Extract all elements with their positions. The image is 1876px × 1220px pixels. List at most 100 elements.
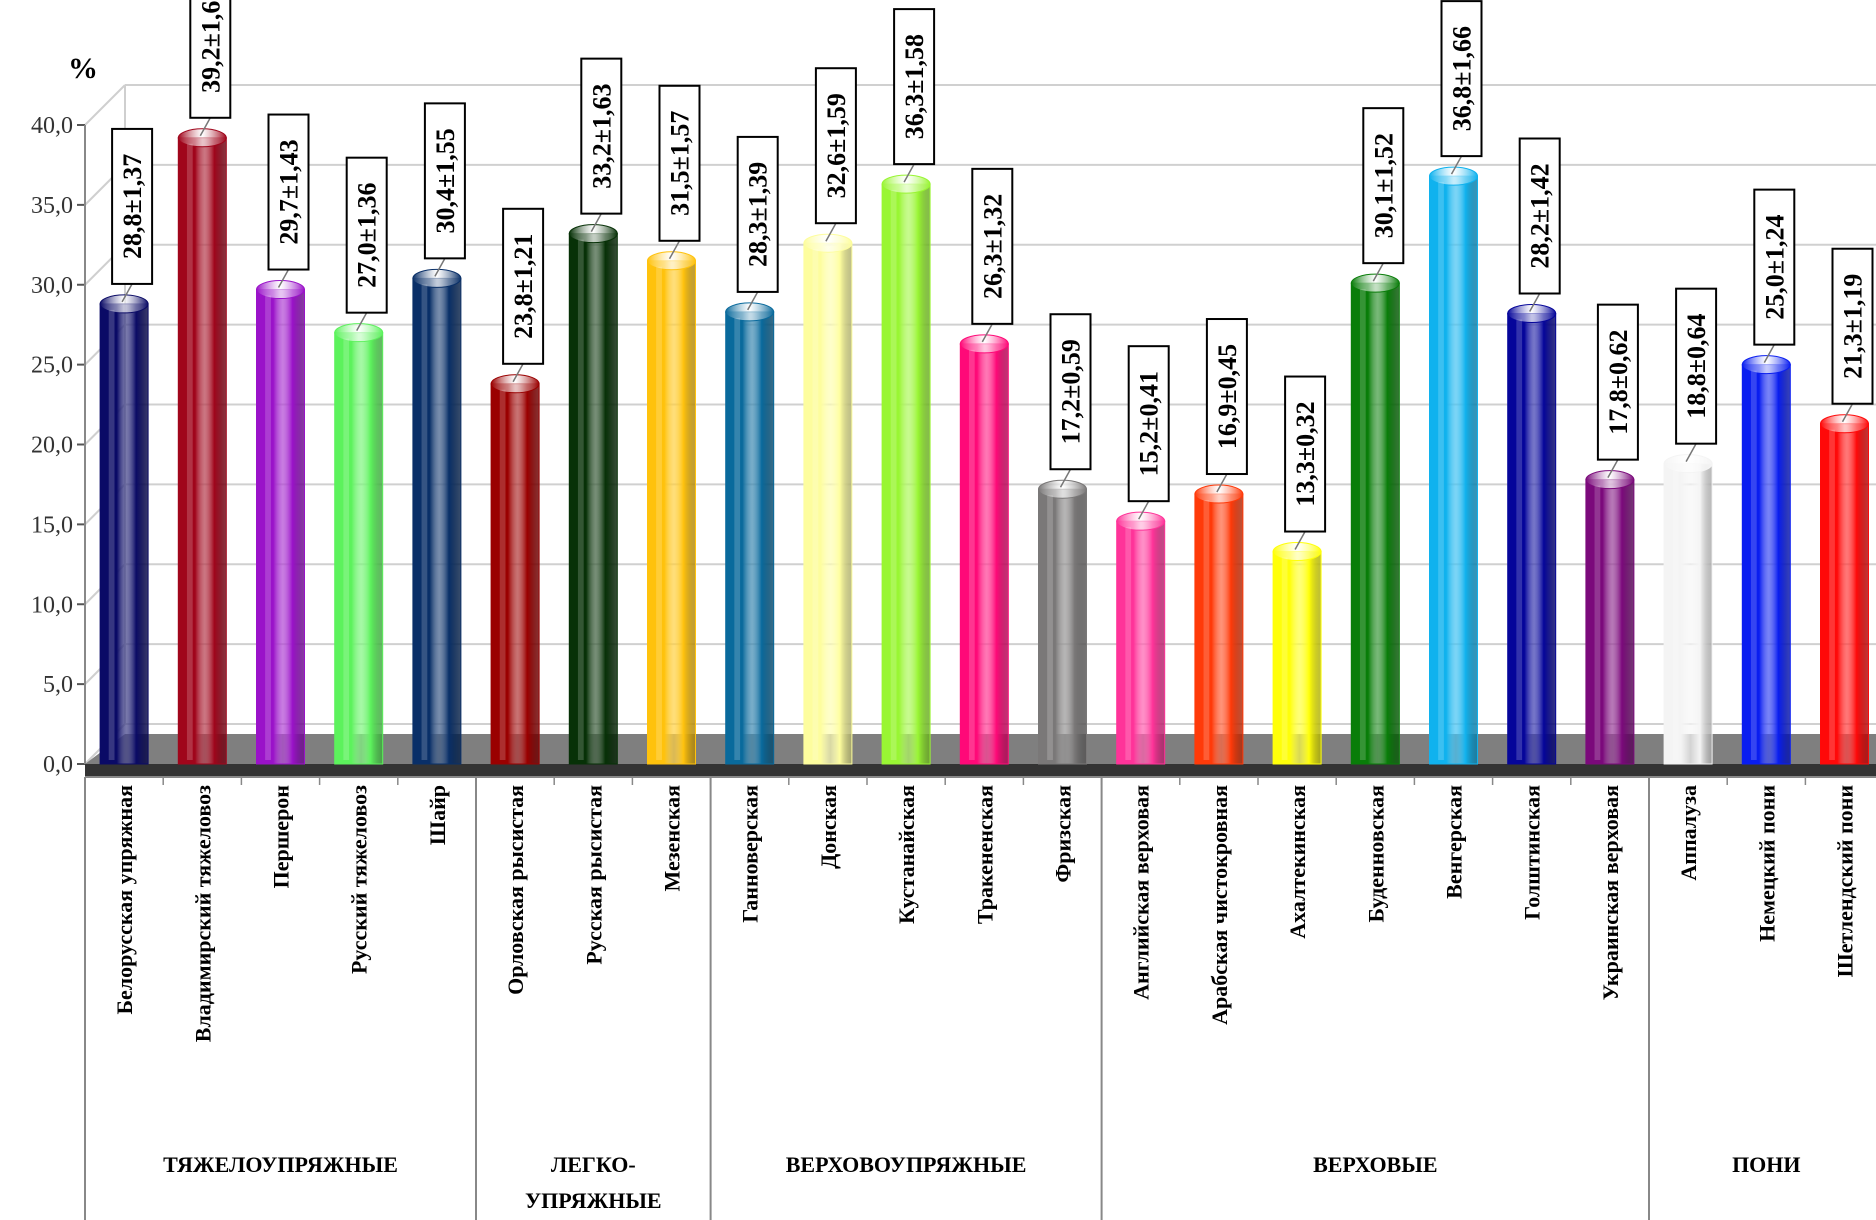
bar bbox=[881, 174, 931, 765]
data-label: 30,4±1,55 bbox=[423, 102, 466, 277]
data-label-text: 36,3±1,58 bbox=[900, 34, 929, 139]
bar-cap bbox=[1741, 355, 1791, 375]
bar bbox=[1585, 470, 1635, 765]
bar-cap bbox=[725, 302, 775, 322]
data-label: 36,8±1,66 bbox=[1440, 0, 1483, 175]
data-label: 33,2±1,63 bbox=[580, 57, 623, 232]
y-tick-label: 40,0 bbox=[31, 113, 73, 139]
bar bbox=[1663, 454, 1713, 765]
bar-highlight bbox=[1750, 370, 1757, 760]
bar-cap bbox=[881, 174, 931, 194]
bar-highlight bbox=[1672, 469, 1679, 760]
data-label: 28,8±1,37 bbox=[111, 127, 154, 303]
data-label: 28,3±1,39 bbox=[736, 135, 779, 311]
bar-highlight bbox=[265, 295, 271, 760]
bar-fill bbox=[1194, 494, 1243, 764]
bar-highlight bbox=[1125, 527, 1132, 760]
x-tick-label: Мезенская bbox=[660, 785, 685, 892]
leader-line bbox=[121, 283, 133, 303]
leader-line bbox=[1216, 473, 1228, 493]
bar-highlight bbox=[1438, 182, 1444, 760]
leader-line bbox=[1763, 344, 1775, 363]
leader-line bbox=[277, 269, 290, 288]
leader-line bbox=[747, 291, 759, 311]
data-label-box bbox=[111, 127, 154, 285]
data-label-box bbox=[1127, 345, 1170, 503]
bar-cap bbox=[647, 251, 696, 271]
bar-fill bbox=[725, 311, 774, 764]
data-label-box bbox=[267, 113, 310, 271]
data-label: 16,9±0,45 bbox=[1205, 318, 1248, 493]
x-tick-label: Донская bbox=[816, 785, 841, 869]
data-label-box bbox=[1049, 313, 1092, 471]
data-label-box bbox=[1284, 375, 1327, 533]
data-label-text: 23,8±1,21 bbox=[509, 234, 538, 339]
bar bbox=[334, 323, 384, 765]
bar-fill bbox=[647, 260, 696, 764]
bar-highlight bbox=[1359, 289, 1366, 760]
x-tick-label: Арабская чистокровная bbox=[1207, 785, 1232, 1025]
bar-fill bbox=[569, 233, 618, 764]
bar bbox=[490, 374, 540, 765]
data-label-box bbox=[1831, 247, 1874, 405]
data-label-box bbox=[1753, 188, 1796, 346]
data-label-box bbox=[1675, 287, 1718, 445]
bar bbox=[959, 334, 1009, 765]
data-label-text: 18,8±0,64 bbox=[1682, 314, 1711, 419]
leader-line bbox=[1138, 500, 1150, 520]
x-tick-label: Шетлендский пони bbox=[1833, 785, 1858, 978]
bar-highlight bbox=[656, 266, 662, 760]
data-label-text: 28,2±1,42 bbox=[1526, 163, 1555, 268]
data-label-text: 32,6±1,59 bbox=[822, 93, 851, 198]
leader-line bbox=[1372, 262, 1384, 282]
x-tick-label: Немецкий пони bbox=[1754, 785, 1779, 942]
group-label: ЛЕГКО-УПРЯЖНЫЕ bbox=[525, 1152, 662, 1213]
data-label-text: 31,5±1,57 bbox=[666, 111, 695, 216]
bar-highlight bbox=[186, 143, 193, 760]
bar-highlight bbox=[968, 349, 975, 760]
data-label-text: 27,0±1,36 bbox=[353, 183, 382, 288]
data-label-text: 17,8±0,62 bbox=[1604, 330, 1633, 435]
bar-highlight bbox=[343, 338, 350, 760]
data-label-text: 16,9±0,45 bbox=[1213, 344, 1242, 449]
bar-cap bbox=[959, 334, 1009, 354]
bar-fill bbox=[1585, 479, 1634, 764]
data-label-box bbox=[814, 67, 857, 225]
bar bbox=[568, 224, 618, 765]
bar-fill bbox=[882, 184, 931, 765]
data-label: 23,8±1,21 bbox=[502, 207, 545, 383]
y-tick-label: 35,0 bbox=[31, 193, 73, 219]
bar bbox=[803, 233, 853, 765]
bar-fill bbox=[1429, 176, 1478, 764]
data-label-box bbox=[1205, 318, 1248, 476]
bar bbox=[647, 251, 696, 765]
leader-line bbox=[434, 257, 446, 277]
data-label: 25,0±1,24 bbox=[1753, 188, 1796, 363]
data-label-text: 28,3±1,39 bbox=[744, 162, 773, 267]
bar bbox=[725, 302, 775, 765]
side-wall-line bbox=[84, 84, 126, 126]
x-tick-label: Фризская bbox=[1051, 785, 1076, 883]
data-label-text: 39,2±1,63 bbox=[196, 0, 225, 93]
bar bbox=[1429, 166, 1478, 765]
leader-line bbox=[981, 323, 993, 343]
bar-highlight bbox=[1516, 319, 1523, 760]
bar bbox=[177, 128, 227, 765]
x-tick-label: Аппалуза bbox=[1676, 785, 1701, 881]
bar bbox=[1116, 511, 1166, 765]
data-label-text: 29,7±1,43 bbox=[275, 139, 304, 244]
bar-fill bbox=[1664, 463, 1713, 764]
data-label-text: 15,2±0,41 bbox=[1135, 371, 1164, 476]
y-axis: 0,0 5,0 10,0 15,0 20,0 25,0 30,0 35,0 40,0 bbox=[31, 113, 86, 778]
data-label-text: 21,3±1,19 bbox=[1839, 274, 1868, 379]
bar bbox=[1350, 273, 1400, 765]
bar-fill bbox=[334, 332, 383, 764]
data-label: 39,2±1,63 bbox=[189, 0, 232, 137]
bar-fill bbox=[1351, 283, 1400, 764]
bar bbox=[412, 268, 462, 765]
bar-fill bbox=[960, 343, 1009, 764]
bar-cap bbox=[1585, 470, 1635, 490]
bar-cap bbox=[1507, 304, 1557, 324]
x-tick-label: Ганноверская bbox=[738, 785, 763, 923]
